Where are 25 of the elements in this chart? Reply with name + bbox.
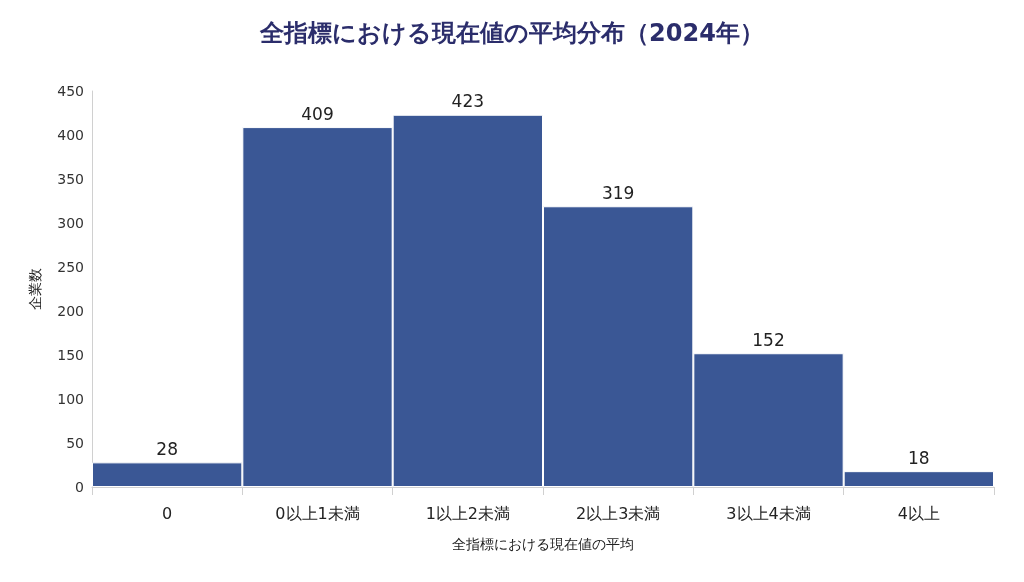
x-tick-label: 1以上2未満 — [425, 503, 511, 523]
y-tick-label: 150 — [57, 347, 84, 363]
data-label: 409 — [301, 103, 334, 124]
y-tick-label: 300 — [57, 215, 84, 231]
x-tick-label: 3以上4未満 — [726, 503, 811, 523]
x-axis-title: 全指標における現在値の平均 — [452, 536, 634, 552]
data-label: 18 — [908, 447, 930, 468]
y-tick-label: 100 — [57, 391, 84, 407]
x-tick-label: 0 — [162, 503, 173, 523]
y-tick-label: 350 — [57, 171, 84, 187]
y-tick-label: 0 — [75, 479, 84, 495]
data-label: 423 — [451, 91, 485, 112]
y-tick-label: 450 — [57, 83, 84, 99]
data-label: 28 — [156, 438, 178, 459]
y-axis-title: 企業数 — [27, 268, 43, 310]
x-tick-label: 4以上 — [897, 503, 940, 523]
x-tick-label: 0以上1未満 — [275, 503, 360, 523]
chart-title: 全指標における現在値の平均分布（2024年） — [259, 19, 764, 47]
data-label: 319 — [601, 182, 635, 203]
x-tick-label: 2以上3未満 — [575, 503, 661, 523]
data-label: 152 — [752, 329, 785, 350]
y-tick-label: 200 — [57, 303, 84, 319]
y-tick-label: 400 — [57, 127, 84, 143]
y-tick-label: 250 — [57, 259, 84, 275]
y-tick-label: 50 — [66, 435, 84, 451]
